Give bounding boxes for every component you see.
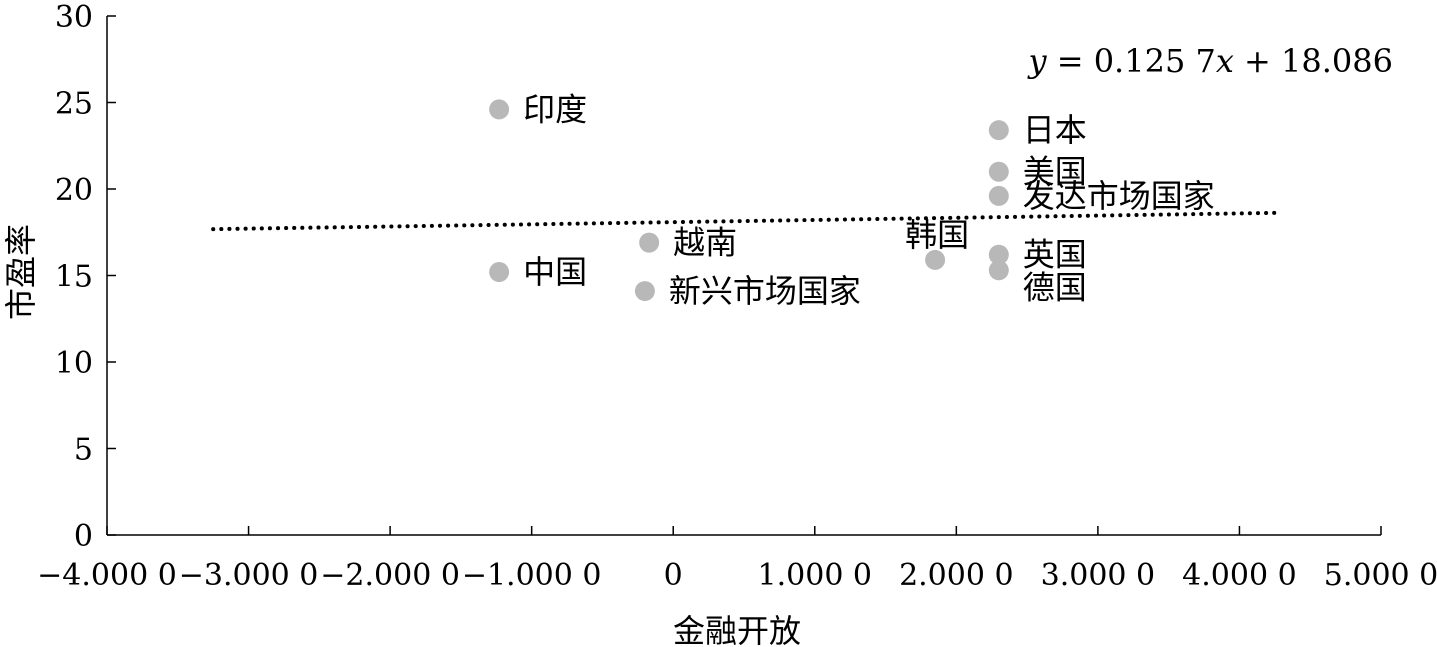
equation-intercept: + 18.086	[1234, 42, 1393, 80]
point-label: 发达市场国家	[1023, 177, 1215, 215]
trendline	[211, 210, 1284, 232]
y-tick-label: 0	[74, 519, 93, 554]
equation-x: x	[1216, 42, 1234, 80]
x-tick-label: 2.000 0	[899, 558, 1014, 593]
x-tick-label: −4.000 0	[37, 558, 177, 593]
x-tick-label: 3.000 0	[1041, 558, 1156, 593]
point-label: 新兴市场国家	[669, 272, 861, 310]
x-tick-label: −3.000 0	[179, 558, 319, 593]
y-tick-label: 5	[74, 433, 93, 468]
data-point	[489, 262, 510, 283]
equation-y: y	[1026, 42, 1047, 80]
x-tick-label: 4.000 0	[1182, 558, 1297, 593]
data-point	[988, 244, 1009, 265]
point-label: 越南	[673, 224, 737, 262]
y-tick-label: 25	[55, 87, 93, 122]
x-tick-label: −1.000 0	[462, 558, 602, 593]
trendline-layer	[211, 210, 1284, 232]
x-tick-label: 1.000 0	[758, 558, 873, 593]
point-label: 日本	[1023, 111, 1087, 149]
y-tick-label: 30	[55, 0, 93, 35]
point-label: 美国	[1023, 153, 1087, 191]
data-point	[639, 232, 660, 253]
x-tick-label: 0	[664, 558, 683, 593]
y-tick-label: 20	[55, 173, 93, 208]
data-point	[988, 120, 1009, 141]
x-tick-label: −2.000 0	[320, 558, 460, 593]
point-label: 印度	[523, 90, 587, 128]
data-point	[925, 249, 946, 270]
x-axis-title: 金融开放	[673, 612, 801, 647]
data-point	[634, 281, 655, 302]
data-point	[988, 185, 1009, 206]
point-label: 中国	[523, 253, 587, 291]
data-point	[489, 99, 510, 120]
y-tick-label: 15	[55, 260, 93, 295]
y-axis-title: 市盈率	[2, 224, 40, 320]
axes: 0 5 10 15 20 25 30 −4.000 0 −3.000 0 −2.000 0 −1.0…	[37, 0, 1437, 593]
data-point	[988, 260, 1009, 281]
x-tick-label: 5.000 0	[1324, 558, 1437, 593]
y-tick-label: 10	[55, 346, 93, 381]
point-label: 韩国	[905, 216, 969, 254]
point-label: 德国	[1023, 268, 1087, 306]
point-label: 英国	[1023, 236, 1087, 274]
trendline-equation: y = 0.125 7x + 18.086	[1026, 42, 1393, 80]
equation-coef: = 0.125 7	[1047, 42, 1216, 80]
data-point	[988, 161, 1009, 182]
points-layer	[489, 99, 1009, 302]
